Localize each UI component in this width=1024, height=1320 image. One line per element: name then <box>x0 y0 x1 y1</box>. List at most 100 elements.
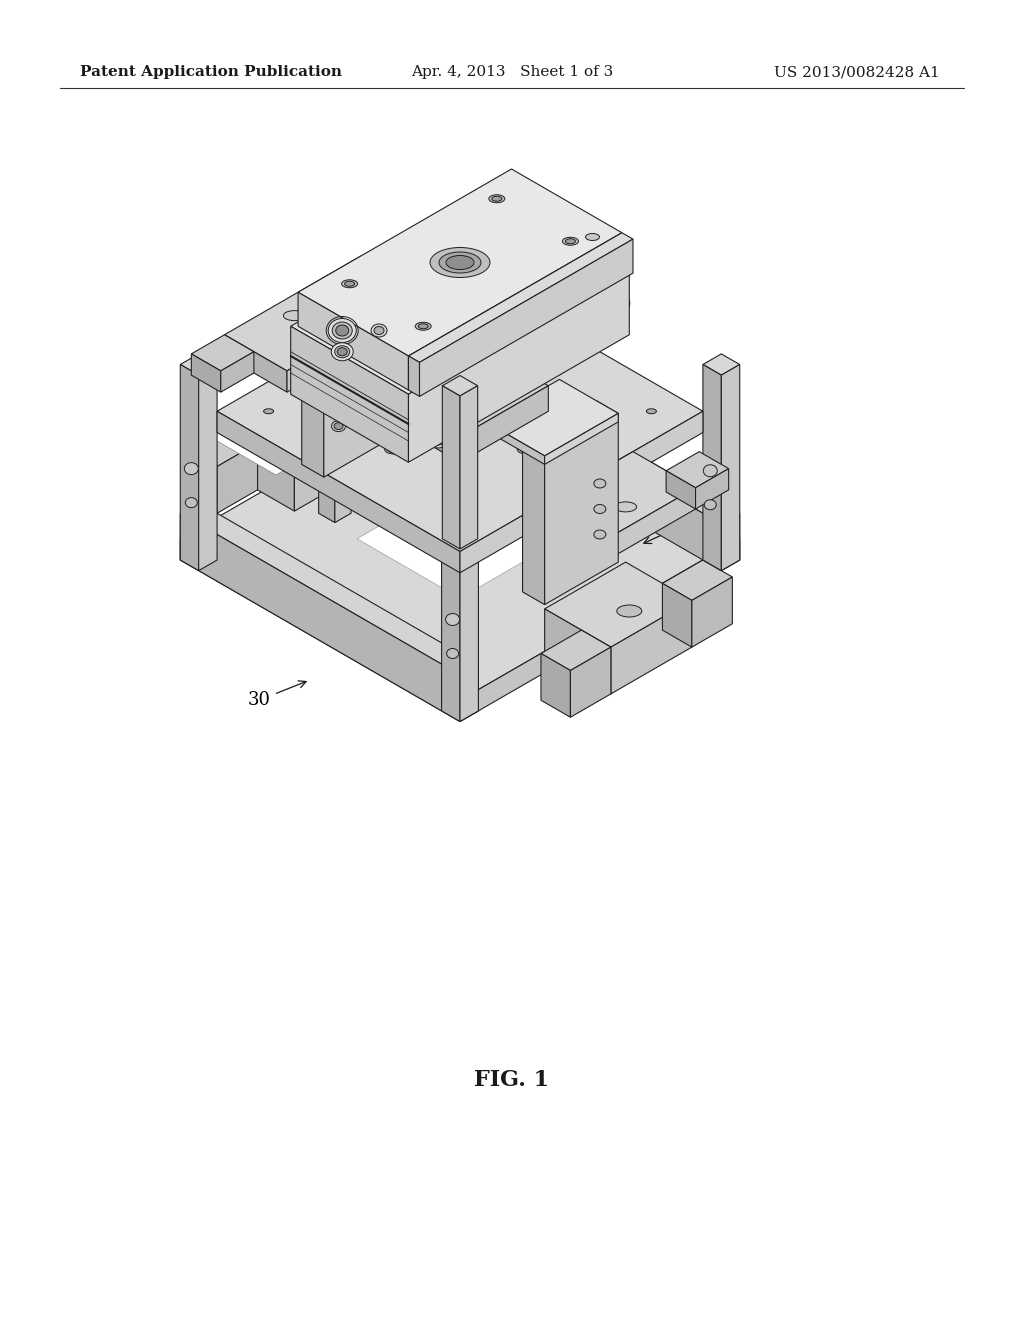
Polygon shape <box>294 417 376 511</box>
Text: Apr. 4, 2013   Sheet 1 of 3: Apr. 4, 2013 Sheet 1 of 3 <box>411 65 613 79</box>
Text: US 2013/0082428 A1: US 2013/0082428 A1 <box>774 65 940 79</box>
Polygon shape <box>360 308 434 358</box>
Polygon shape <box>409 267 630 462</box>
Polygon shape <box>441 363 721 570</box>
Ellipse shape <box>446 648 459 659</box>
Text: 50: 50 <box>638 421 688 453</box>
Polygon shape <box>191 354 221 392</box>
Polygon shape <box>443 504 460 595</box>
Ellipse shape <box>332 322 352 339</box>
Polygon shape <box>224 335 287 392</box>
Ellipse shape <box>263 409 273 413</box>
Ellipse shape <box>376 393 390 405</box>
Polygon shape <box>228 426 294 511</box>
Polygon shape <box>485 422 545 465</box>
Ellipse shape <box>520 370 532 376</box>
Ellipse shape <box>334 422 343 429</box>
Polygon shape <box>585 433 601 523</box>
Polygon shape <box>530 511 593 569</box>
Polygon shape <box>298 169 622 356</box>
Polygon shape <box>309 368 394 417</box>
Polygon shape <box>328 276 357 314</box>
Polygon shape <box>485 379 618 455</box>
Polygon shape <box>569 433 585 523</box>
Polygon shape <box>460 539 739 722</box>
Ellipse shape <box>616 605 642 616</box>
Ellipse shape <box>445 614 460 626</box>
Polygon shape <box>328 256 390 292</box>
Polygon shape <box>663 560 732 601</box>
Polygon shape <box>291 326 409 462</box>
Ellipse shape <box>333 370 344 380</box>
Text: FIG. 1: FIG. 1 <box>474 1069 550 1092</box>
Ellipse shape <box>330 397 347 412</box>
Polygon shape <box>357 273 390 314</box>
Polygon shape <box>302 315 360 358</box>
Ellipse shape <box>430 432 445 445</box>
Polygon shape <box>460 664 478 722</box>
Ellipse shape <box>446 256 474 269</box>
Polygon shape <box>559 548 593 587</box>
Ellipse shape <box>492 197 502 201</box>
Ellipse shape <box>594 531 606 539</box>
Ellipse shape <box>562 238 579 246</box>
Polygon shape <box>221 351 254 392</box>
Ellipse shape <box>331 339 346 352</box>
Ellipse shape <box>329 318 356 342</box>
Ellipse shape <box>335 346 350 358</box>
Polygon shape <box>210 426 294 475</box>
Polygon shape <box>663 583 692 647</box>
Ellipse shape <box>594 504 606 513</box>
Polygon shape <box>460 360 476 450</box>
Polygon shape <box>335 433 351 523</box>
Ellipse shape <box>488 195 505 203</box>
Polygon shape <box>187 450 217 513</box>
Ellipse shape <box>331 343 353 360</box>
Ellipse shape <box>455 519 465 524</box>
Ellipse shape <box>430 248 490 277</box>
Ellipse shape <box>323 331 354 359</box>
Polygon shape <box>545 413 618 605</box>
Ellipse shape <box>279 409 303 421</box>
Polygon shape <box>180 364 199 570</box>
Polygon shape <box>441 214 460 420</box>
Polygon shape <box>695 469 729 510</box>
Polygon shape <box>545 609 611 694</box>
Ellipse shape <box>388 446 399 453</box>
Polygon shape <box>372 335 548 437</box>
Polygon shape <box>228 379 376 465</box>
Polygon shape <box>180 539 460 722</box>
Ellipse shape <box>373 389 393 408</box>
Ellipse shape <box>342 280 357 288</box>
Polygon shape <box>217 271 702 552</box>
Ellipse shape <box>327 335 350 355</box>
Polygon shape <box>541 653 570 717</box>
Ellipse shape <box>385 368 402 378</box>
Ellipse shape <box>185 498 198 508</box>
Ellipse shape <box>443 348 455 359</box>
Ellipse shape <box>520 446 532 453</box>
Polygon shape <box>441 515 460 722</box>
Polygon shape <box>180 354 217 375</box>
Ellipse shape <box>415 322 431 330</box>
Polygon shape <box>180 503 478 675</box>
Polygon shape <box>545 413 618 465</box>
Polygon shape <box>287 312 390 392</box>
Polygon shape <box>530 549 559 587</box>
Ellipse shape <box>385 445 402 454</box>
Polygon shape <box>318 424 351 442</box>
Ellipse shape <box>586 234 599 240</box>
Ellipse shape <box>517 445 536 454</box>
Ellipse shape <box>284 310 305 321</box>
Ellipse shape <box>326 364 351 387</box>
Text: 30: 30 <box>248 681 306 709</box>
Polygon shape <box>721 513 739 570</box>
Polygon shape <box>372 385 460 462</box>
Polygon shape <box>460 515 478 722</box>
Ellipse shape <box>614 502 637 512</box>
Polygon shape <box>611 601 692 694</box>
Polygon shape <box>530 531 593 566</box>
Ellipse shape <box>517 368 536 378</box>
Polygon shape <box>180 513 460 722</box>
Ellipse shape <box>703 465 717 477</box>
